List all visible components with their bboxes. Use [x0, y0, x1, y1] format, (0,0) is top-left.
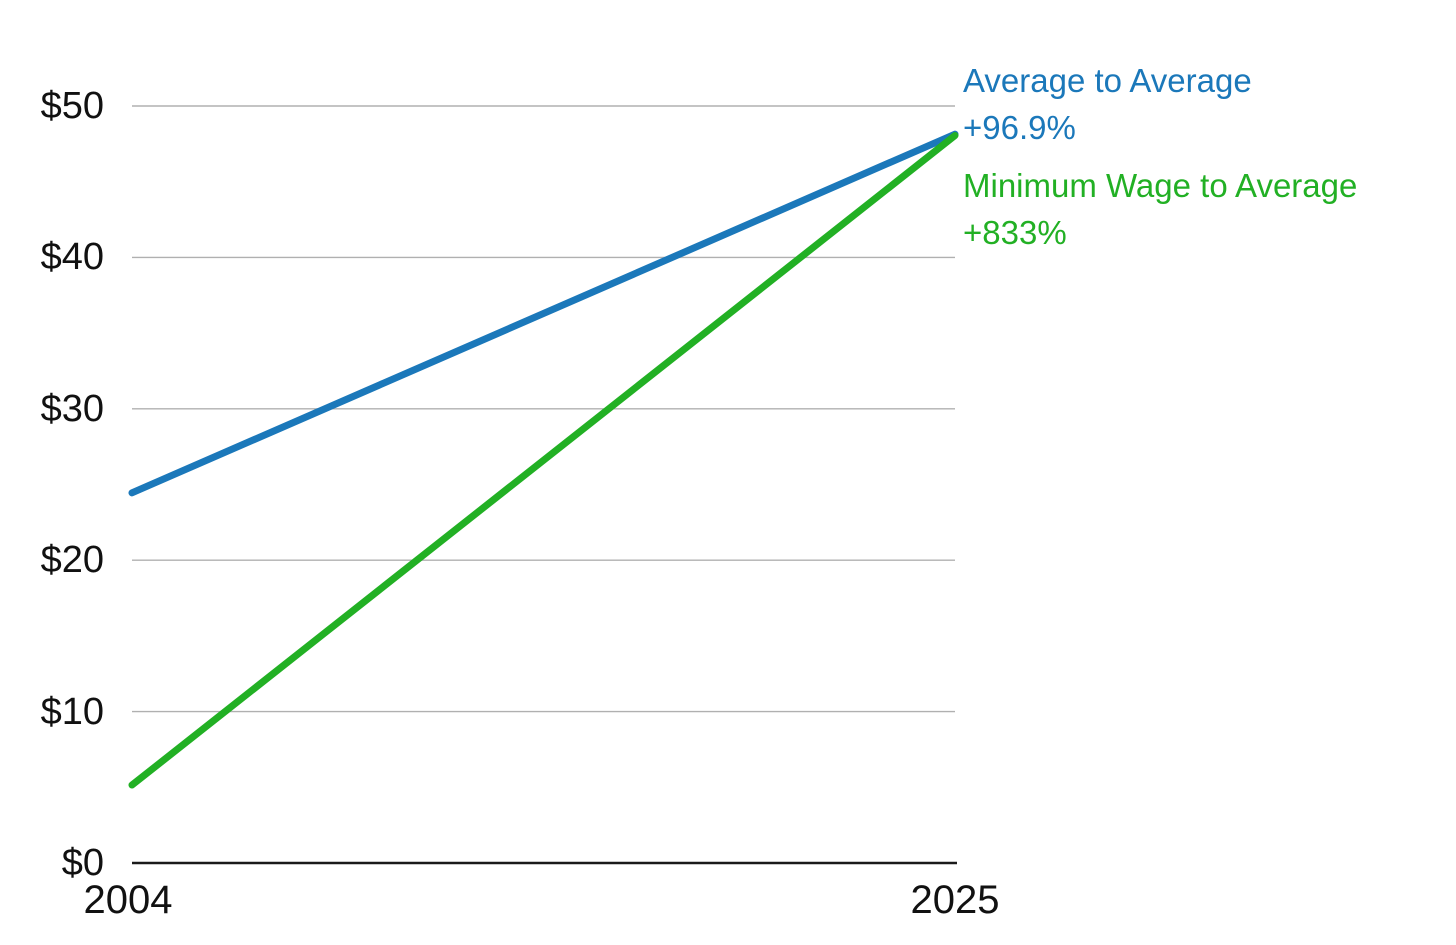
annotation-series-name: Average to Average	[963, 62, 1252, 99]
series-line-average-to-average	[128, 130, 959, 497]
x-tick-label-2025: 2025	[910, 878, 1000, 922]
annotation-change-percent: +96.9%	[963, 109, 1076, 146]
y-tick-label--20: $20	[40, 539, 104, 582]
y-tick-label--10: $10	[40, 690, 104, 733]
annotation-average-to-average: Average to Average +96.9%	[963, 57, 1252, 151]
x-tick-label-2004: 2004	[83, 878, 173, 922]
y-tick-label--50: $50	[40, 85, 104, 127]
y-tick-label--30: $30	[40, 387, 104, 430]
annotation-series-name: Minimum Wage to Average	[963, 167, 1358, 204]
y-tick-label--40: $40	[40, 236, 104, 279]
annotation-minimum-wage-to-average: Minimum Wage to Average +833%	[963, 162, 1357, 256]
y-tick-label--0: $0	[61, 842, 104, 884]
series-line-minimum-wage-to-average	[128, 132, 959, 789]
annotation-change-percent: +833%	[963, 214, 1067, 251]
